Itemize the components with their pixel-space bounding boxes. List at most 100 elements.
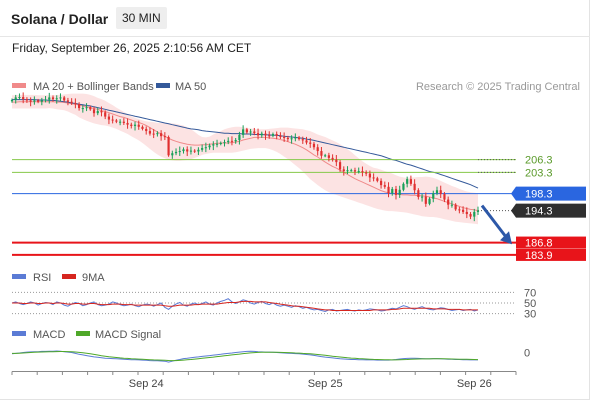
candle-body xyxy=(376,178,379,181)
candle-body xyxy=(398,189,401,195)
candle-body xyxy=(357,171,360,173)
candle-body xyxy=(327,155,330,158)
candle-body xyxy=(394,188,398,195)
candle-body xyxy=(227,140,230,143)
candle-body xyxy=(55,98,58,100)
candle-body xyxy=(256,133,260,136)
support-label-bg-4 xyxy=(516,248,586,261)
candle-body xyxy=(126,122,129,125)
candle-body xyxy=(145,128,148,132)
candle-body xyxy=(22,97,25,100)
candle-body xyxy=(204,147,207,149)
candle-body xyxy=(409,179,412,184)
candle-body xyxy=(383,185,386,187)
candle-body xyxy=(432,193,435,199)
candle-body xyxy=(100,111,103,113)
candle-body xyxy=(152,133,155,135)
candle-body xyxy=(342,169,345,172)
timestamp: Friday, September 26, 2025 2:10:56 AM CE… xyxy=(12,41,252,55)
candle-body xyxy=(301,139,304,141)
legend-label-rsi-9ma: 9MA xyxy=(82,272,105,284)
candle-body xyxy=(335,159,338,163)
candle-body xyxy=(163,136,166,138)
candle-body xyxy=(141,126,144,129)
candle-body xyxy=(420,196,424,198)
candle-body xyxy=(294,137,297,139)
candle-body xyxy=(115,120,118,122)
pivot-label-pointer xyxy=(511,186,516,201)
candle-body xyxy=(230,140,234,142)
interval-button[interactable]: 30 MIN xyxy=(116,7,167,29)
candle-body xyxy=(283,137,286,139)
candle-body xyxy=(66,100,70,102)
candle-body xyxy=(312,143,316,148)
candle-body xyxy=(353,170,357,172)
candle-body xyxy=(279,135,282,138)
candle-body xyxy=(59,97,62,99)
pivot-label-bg xyxy=(516,186,586,201)
candle-body xyxy=(197,149,200,152)
rsi-tick-50: 50 xyxy=(524,298,536,310)
candle-body xyxy=(111,119,114,121)
candle-body xyxy=(186,149,189,152)
rsi-9ma-line xyxy=(12,300,478,311)
legend-swatch-ma20 xyxy=(12,83,26,88)
candle-body xyxy=(44,99,47,101)
candle-body xyxy=(268,135,271,137)
candle-body xyxy=(242,129,245,135)
candle-body xyxy=(10,99,14,102)
macd-tick-0: 0 xyxy=(524,348,530,360)
candle-body xyxy=(182,149,185,152)
legend-swatch-rsi-9ma xyxy=(62,274,76,279)
candle-body xyxy=(167,137,170,156)
candle-body xyxy=(324,155,327,157)
rsi-line xyxy=(11,298,479,313)
candle-body xyxy=(51,97,55,100)
candle-body xyxy=(350,170,353,172)
legend-swatch-macd-signal xyxy=(76,331,90,336)
candle-body xyxy=(160,133,163,137)
candle-body xyxy=(174,151,178,154)
candle-body xyxy=(379,180,383,186)
candle-body xyxy=(439,190,442,195)
candle-body xyxy=(461,209,465,212)
candle-body xyxy=(435,190,439,194)
legend-label-macd-signal: MACD Signal xyxy=(95,329,161,341)
candle-body xyxy=(361,171,364,173)
symbol-title: Solana / Dollar xyxy=(11,11,109,27)
candle-body xyxy=(223,142,226,144)
candle-body xyxy=(465,211,468,215)
candle-body xyxy=(320,151,323,156)
resistance-label-2: 203.3 xyxy=(525,167,553,179)
candle-body xyxy=(331,157,334,160)
candle-body xyxy=(201,148,204,150)
candle-body xyxy=(290,138,293,140)
candle-body xyxy=(309,142,312,144)
candle-body xyxy=(212,144,215,146)
candle-body xyxy=(104,112,107,117)
bollinger-band-area xyxy=(12,93,478,225)
candle-body xyxy=(316,147,319,152)
candle-body xyxy=(219,142,222,144)
candle-body xyxy=(338,162,342,170)
pivot-label: 198.3 xyxy=(525,189,553,201)
candle-body xyxy=(189,150,193,152)
resistance-label-1: 206.3 xyxy=(525,155,553,167)
candle-body xyxy=(469,214,472,217)
candle-body xyxy=(193,150,196,152)
candle-body xyxy=(25,99,29,101)
candle-body xyxy=(450,204,454,206)
chart-header: Solana / Dollar 30 MIN xyxy=(0,0,590,37)
legend-label-rsi: RSI xyxy=(33,272,51,284)
candle-body xyxy=(447,199,450,205)
candle-body xyxy=(18,97,21,98)
support-label-3: 186.8 xyxy=(525,238,553,250)
candle-body xyxy=(428,198,431,204)
candle-body xyxy=(148,131,152,134)
ma50-line xyxy=(12,99,479,189)
candle-body xyxy=(253,131,256,134)
current-price-label: 194.3 xyxy=(525,206,553,218)
candle-body xyxy=(33,100,36,102)
candle-body xyxy=(85,107,88,109)
